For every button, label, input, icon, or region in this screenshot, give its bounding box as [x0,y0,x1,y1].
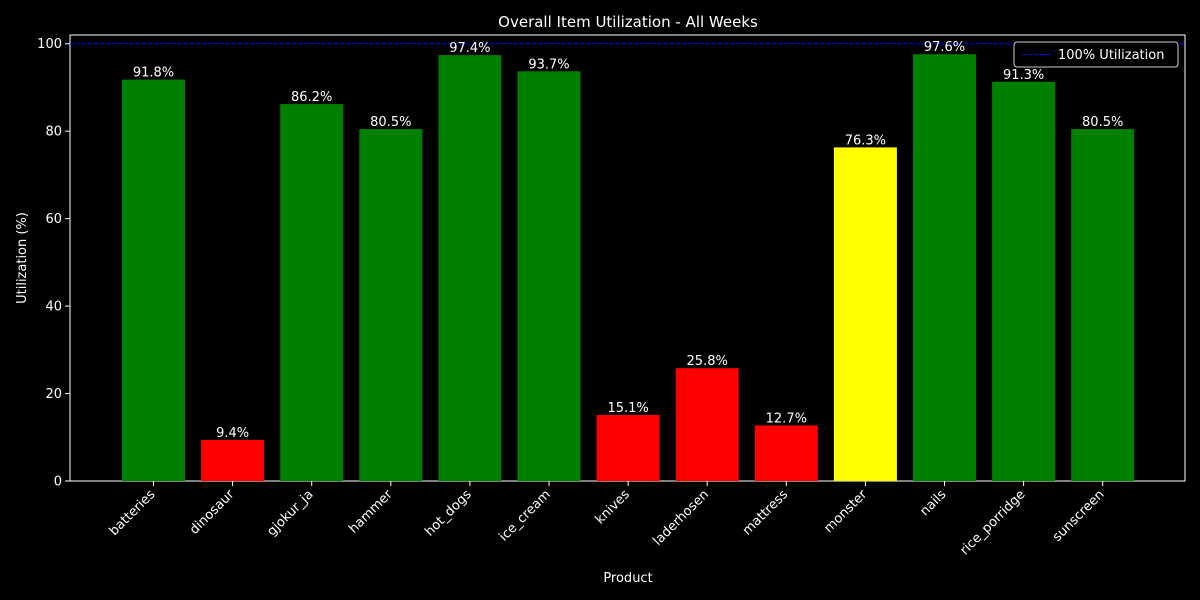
y-axis: 0 20 40 60 80 100 [37,37,70,490]
bar-monster [833,147,897,481]
y-tick-label: 100 [37,37,62,52]
bars-layer [122,54,1135,482]
bar-dinosaur [201,439,265,481]
y-tick-label: 20 [45,387,62,402]
value-label: 76.3% [845,133,886,148]
value-label: 97.6% [924,40,965,55]
bar-gjokur-ja [280,104,344,481]
value-label: 86.2% [291,90,332,105]
x-axis-label: Product [603,571,652,586]
bar-rice-porridge [992,81,1056,481]
bar-sunscreen [1071,129,1135,481]
value-label: 97.4% [449,41,490,56]
value-label: 93.7% [528,57,569,72]
value-label: 9.4% [216,426,249,441]
y-tick-label: 60 [45,212,62,227]
legend-box [1013,41,1179,68]
value-label: 91.3% [1003,68,1044,83]
bar-batteries [122,79,185,481]
bar-mattress [754,425,818,481]
legend-entry-reference: 100% Utilization [1058,48,1164,63]
value-labels-layer: 91.8% 9.4% 86.2% 80.5% 97.4% 93.7% 15.1% 25.8% 1… [133,40,1124,441]
bar-nails [913,54,976,481]
value-label: 80.5% [370,115,411,130]
value-label: 15.1% [607,401,648,416]
value-label: 12.7% [766,411,807,426]
y-tick-label: 40 [45,300,62,315]
value-label: 91.8% [133,66,174,81]
bar-hammer [359,129,423,481]
y-tick-label: 0 [54,475,62,490]
bar-hot-dogs [438,55,502,482]
chart-title: Overall Item Utilization - All Weeks [498,13,758,31]
bar-knives [596,414,660,481]
y-tick-label: 80 [45,125,62,140]
legend: 100% Utilization [1013,41,1179,68]
bar-laderhosen [675,368,739,481]
value-label: 80.5% [1082,115,1123,130]
y-axis-label: Utilization (%) [15,212,30,304]
value-label: 25.8% [687,354,728,369]
bar-ice-cream [517,71,581,481]
